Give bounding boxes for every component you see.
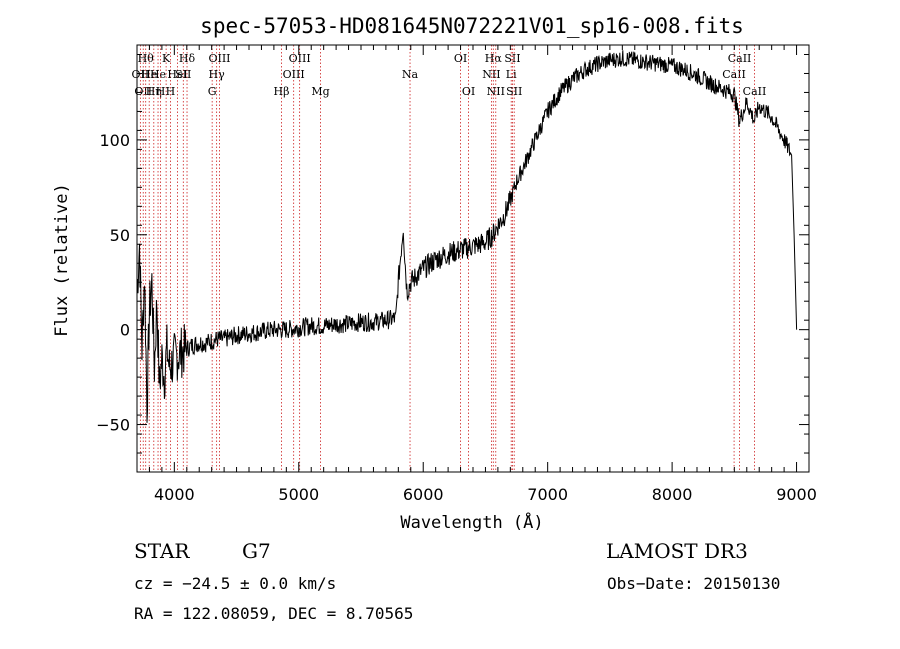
line-marker-label: Hθ (138, 52, 155, 65)
line-marker-label: H (166, 85, 176, 98)
line-marker-label: G (208, 85, 217, 98)
line-markers: OIIOIIHθHeHηHeHKHHeISIIHδGHγOIIIHβOIIIOI… (132, 45, 767, 472)
line-marker-label: H (156, 85, 166, 98)
object-subclass: G7 (242, 539, 271, 563)
plot-frame (136, 44, 810, 473)
spectrum-line (136, 50, 798, 423)
line-marker-label: Hδ (179, 52, 196, 65)
x-tick-label: 8000 (652, 485, 693, 504)
line-marker-label: HeI (167, 68, 187, 81)
line-marker-label: He (150, 68, 166, 81)
object-class: STAR (134, 539, 190, 563)
line-marker-label: K (162, 52, 171, 65)
line-marker-label: SII (175, 68, 191, 81)
line-marker-label: CaII (728, 52, 752, 65)
chart-title: spec-57053-HD081645N072221V01_sp16-008.f… (200, 14, 744, 38)
x-axis-label: Wavelength (Å) (400, 511, 543, 533)
ra-dec-readout: RA = 122.08059, DEC = 8.70565 (134, 604, 414, 623)
line-marker-label: OI (462, 85, 475, 98)
spectrum-series (136, 50, 798, 423)
y-tick-label: 50 (110, 226, 130, 245)
x-tick-label: 4000 (154, 485, 195, 504)
line-marker-label: OII (134, 85, 152, 98)
line-marker-label: Hγ (209, 68, 226, 81)
spectrum-plot: spec-57053-HD081645N072221V01_sp16-008.f… (52, 14, 817, 533)
line-marker-label: CaII (722, 68, 746, 81)
line-marker-label: NII (487, 85, 505, 98)
axis-ticks: 4000 5000 6000 7000 8000 9000 −50 0 50 100 (96, 45, 817, 504)
obs-date: Obs−Date: 20150130 (607, 574, 781, 593)
x-tick-label: 6000 (403, 485, 444, 504)
line-marker-label: OIII (208, 52, 230, 65)
line-marker-label: SII (506, 85, 522, 98)
line-marker-label: Hβ (274, 85, 290, 98)
x-tick-label: 9000 (776, 485, 817, 504)
line-marker-label: Na (402, 68, 419, 81)
line-marker-label: OIII (289, 52, 311, 65)
line-marker-label: Mg (311, 85, 329, 98)
y-tick-label: 100 (99, 131, 130, 150)
survey-name: LAMOST DR3 (606, 539, 748, 563)
line-marker-label: He (141, 68, 157, 81)
line-marker-label: OII (132, 68, 150, 81)
line-marker-label: NII (482, 68, 500, 81)
line-marker-label: Li (506, 68, 517, 81)
y-tick-label: −50 (96, 416, 130, 435)
x-tick-label: 5000 (278, 485, 319, 504)
y-tick-label: 0 (120, 321, 130, 340)
redshift-readout: cz = −24.5 ± 0.0 km/s (134, 574, 337, 593)
line-marker-label: SII (504, 52, 520, 65)
line-marker-label: OIII (283, 68, 305, 81)
line-marker-label: Hα (485, 52, 503, 65)
x-tick-label: 7000 (527, 485, 568, 504)
line-marker-label: CaII (743, 85, 767, 98)
y-axis-label: Flux (relative) (52, 183, 72, 337)
line-marker-label: OI (454, 52, 467, 65)
